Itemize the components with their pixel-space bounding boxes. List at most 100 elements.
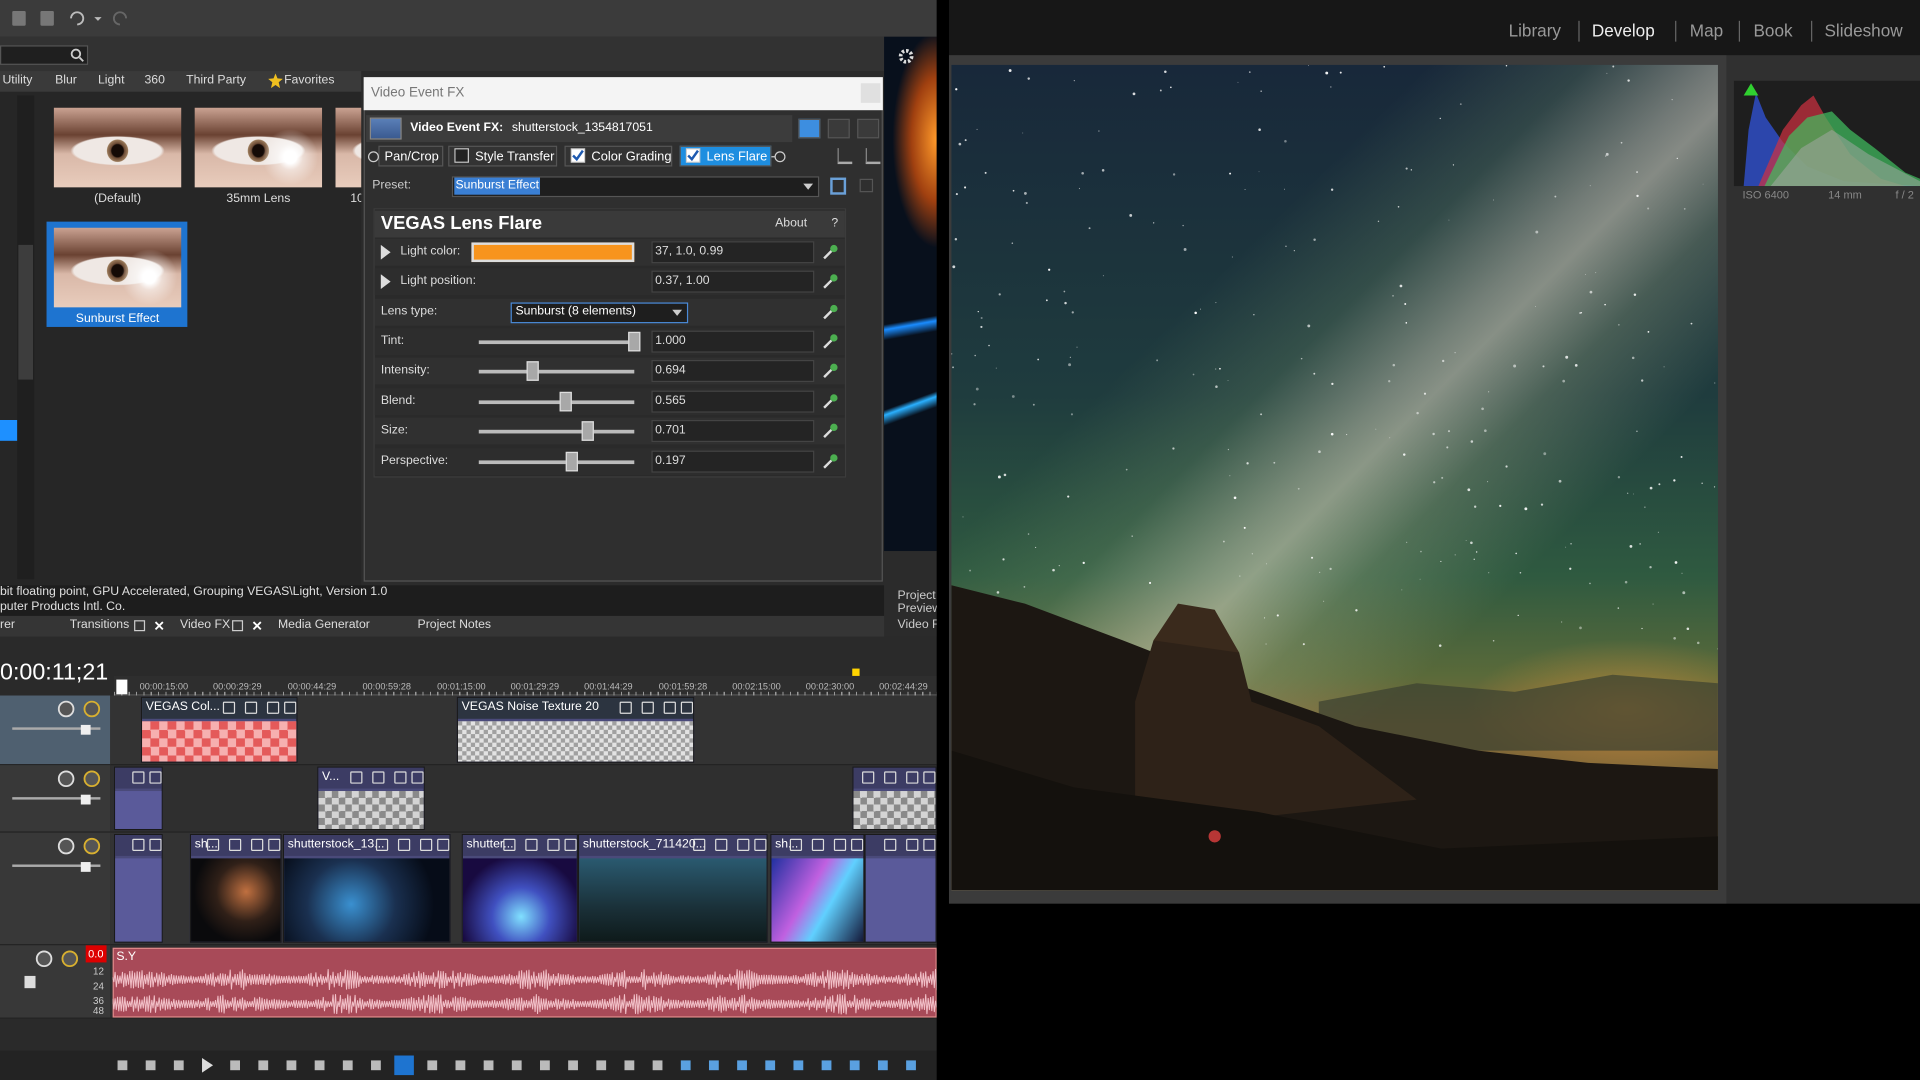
transport-bar xyxy=(0,1050,937,1080)
tool-icon[interactable] xyxy=(12,11,26,26)
clip[interactable]: VEGAS Noise Texture 20 xyxy=(456,696,695,763)
param-input[interactable] xyxy=(651,330,815,353)
star xyxy=(1081,171,1084,175)
view-button[interactable] xyxy=(827,118,850,139)
param-label: Size: xyxy=(380,423,409,438)
star xyxy=(1260,90,1262,92)
fx-chain-item[interactable] xyxy=(448,145,558,167)
clip[interactable]: shutter... xyxy=(461,833,578,943)
track-slider-handle[interactable] xyxy=(80,862,91,872)
param-value: 0.701 xyxy=(655,423,686,438)
param-input[interactable] xyxy=(651,270,815,293)
fx-chain-item[interactable] xyxy=(564,145,673,167)
param-input[interactable] xyxy=(651,420,815,443)
slider-handle[interactable] xyxy=(565,451,578,472)
preset-dropdown[interactable] xyxy=(451,176,820,198)
scroll-thumb[interactable] xyxy=(18,244,34,380)
fx-chain-label[interactable]: Lens Flare xyxy=(706,149,768,165)
tool-button xyxy=(427,1060,438,1071)
window-tab[interactable]: Project Notes xyxy=(417,618,492,632)
star xyxy=(1565,355,1569,359)
color-swatch[interactable] xyxy=(471,242,635,263)
about-link[interactable]: About xyxy=(775,216,808,231)
tool-icon[interactable] xyxy=(40,11,54,26)
star xyxy=(1064,301,1067,305)
fx-chain-item[interactable] xyxy=(679,145,772,167)
param-value: 0.197 xyxy=(655,454,686,468)
preset-thumbnail[interactable] xyxy=(53,227,182,308)
audio-fader[interactable] xyxy=(24,975,36,989)
fx-chain-label[interactable]: Color Grading xyxy=(591,149,672,165)
clip[interactable]: V... xyxy=(317,766,425,831)
save-preset[interactable] xyxy=(830,177,847,195)
preset-label: Sunburst Effect xyxy=(75,312,160,326)
star xyxy=(1253,314,1255,316)
window-tab[interactable]: Transitions xyxy=(69,618,130,632)
view-button[interactable] xyxy=(798,118,821,139)
filter-tab[interactable]: Utility xyxy=(2,73,33,87)
fx-button[interactable] xyxy=(865,148,881,165)
filter-tab[interactable]: Blur xyxy=(55,73,77,87)
preset-thumbnail[interactable] xyxy=(53,107,182,188)
track-slider-handle[interactable] xyxy=(80,794,91,805)
delete-preset[interactable] xyxy=(859,178,874,193)
clip[interactable]: VEGAS Col... xyxy=(140,696,298,763)
module-link[interactable]: Map xyxy=(1689,20,1724,41)
search-box[interactable] xyxy=(0,45,89,65)
star xyxy=(1673,636,1676,640)
preset-thumbnail[interactable] xyxy=(335,107,362,188)
filter-tab[interactable]: 360 xyxy=(144,73,165,87)
clip-header xyxy=(457,697,694,719)
slider-handle[interactable] xyxy=(526,361,539,381)
clip[interactable]: sh... xyxy=(189,833,282,943)
module-link[interactable]: Library xyxy=(1508,20,1561,41)
preset-thumbnail[interactable] xyxy=(194,107,323,188)
module-link[interactable]: Develop xyxy=(1591,20,1655,41)
param-input[interactable] xyxy=(651,241,815,264)
filter-tab[interactable]: Third Party xyxy=(186,73,247,87)
param-input[interactable] xyxy=(651,450,815,473)
lens-type-dropdown[interactable] xyxy=(510,302,689,324)
module-link[interactable]: Book xyxy=(1753,20,1793,41)
window-tab[interactable]: Video FX xyxy=(180,618,231,632)
clip[interactable] xyxy=(113,833,163,943)
fx-chain-label[interactable]: Style Transfer xyxy=(475,149,555,165)
star xyxy=(268,73,283,89)
filter-tab[interactable]: Light xyxy=(97,73,125,87)
star xyxy=(1717,648,1718,650)
picker-icon xyxy=(823,363,838,379)
star xyxy=(1636,194,1639,198)
star xyxy=(1658,483,1661,486)
track-slider-handle[interactable] xyxy=(80,724,91,735)
module-link[interactable]: Slideshow xyxy=(1824,20,1903,41)
star xyxy=(1540,503,1544,506)
clip[interactable]: sh... xyxy=(770,833,865,943)
clip-icon xyxy=(222,701,236,714)
window-tab[interactable]: Media Generator xyxy=(277,618,370,632)
fx-window-title: Video Event FX xyxy=(371,85,465,101)
picker xyxy=(823,427,834,439)
help-link[interactable]: ? xyxy=(831,216,839,231)
clip[interactable]: shutterstock_13... xyxy=(282,833,451,943)
param-input[interactable] xyxy=(651,390,815,413)
fx-chain-item[interactable] xyxy=(378,145,444,167)
star xyxy=(1129,214,1133,217)
slider-handle[interactable] xyxy=(559,391,572,412)
fx-chain-label[interactable]: Pan/Crop xyxy=(384,149,439,165)
slider-handle[interactable] xyxy=(581,421,594,441)
clip[interactable]: shutterstock_711420... xyxy=(577,833,768,943)
clip[interactable] xyxy=(113,766,163,831)
fx-close[interactable] xyxy=(860,83,881,103)
fx-titlebar xyxy=(363,77,883,111)
fx-button[interactable] xyxy=(837,148,853,165)
clip-body xyxy=(191,858,281,942)
clip[interactable] xyxy=(852,766,937,831)
clip[interactable] xyxy=(864,833,937,943)
view-button[interactable] xyxy=(857,118,880,139)
clip-icon xyxy=(619,701,632,714)
param-input[interactable] xyxy=(651,360,815,383)
clip-icon xyxy=(754,838,767,852)
window-tab[interactable]: rer xyxy=(0,618,15,632)
filter-tab[interactable]: Favorites xyxy=(284,73,335,87)
slider-handle[interactable] xyxy=(628,331,641,352)
